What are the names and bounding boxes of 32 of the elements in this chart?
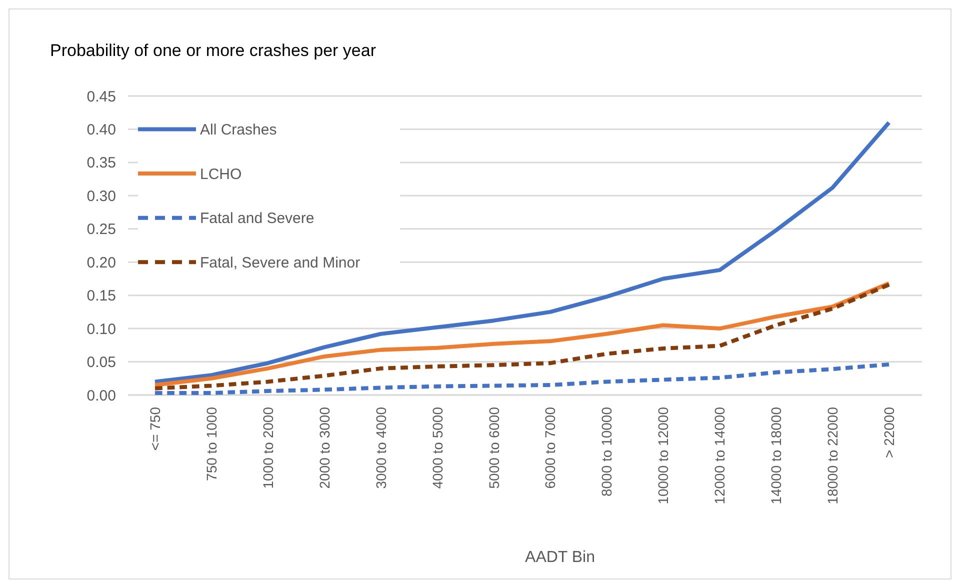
x-axis-title: AADT Bin bbox=[525, 549, 595, 566]
x-tick-label: 2000 to 3000 bbox=[316, 406, 332, 489]
legend-label: Fatal and Severe bbox=[200, 210, 314, 228]
y-tick-label: 0.15 bbox=[86, 288, 116, 305]
line-series bbox=[153, 120, 891, 384]
x-tick-label: 5000 to 6000 bbox=[486, 406, 502, 489]
line-series bbox=[153, 362, 891, 396]
legend-label: Fatal, Severe and Minor bbox=[200, 254, 360, 272]
y-tick-label: 0.10 bbox=[86, 320, 116, 338]
x-tick-label: 10000 to 12000 bbox=[655, 406, 672, 504]
y-tick-label: 0.45 bbox=[86, 88, 116, 106]
chart-title: Probability of one or more crashes per year bbox=[50, 41, 376, 60]
legend-label: LCHO bbox=[200, 166, 242, 183]
x-tick-label: 18000 to 22000 bbox=[824, 406, 841, 504]
x-tick-label: 6000 to 7000 bbox=[542, 406, 558, 489]
y-tick-label: 0.20 bbox=[86, 254, 116, 272]
x-tick-label: > 22000 bbox=[881, 406, 897, 458]
x-tick-label: 12000 to 14000 bbox=[712, 406, 728, 504]
y-tick-label: 0.05 bbox=[86, 354, 116, 372]
y-tick-label: 0.40 bbox=[86, 121, 116, 138]
x-tick-label: 3000 to 4000 bbox=[372, 406, 389, 489]
y-tick-label: 0.35 bbox=[86, 154, 116, 172]
legend-label: All Crashes bbox=[200, 121, 277, 138]
x-tick-label: 750 to 1000 bbox=[203, 406, 220, 481]
x-tick-label: 4000 to 5000 bbox=[429, 406, 446, 489]
x-tick-label: <= 750 bbox=[147, 406, 163, 451]
x-tick-label: 14000 to 18000 bbox=[768, 406, 784, 504]
y-tick-label: 0.00 bbox=[86, 387, 116, 404]
x-tick-label: 1000 to 2000 bbox=[260, 406, 276, 489]
y-tick-label: 0.30 bbox=[86, 188, 116, 205]
x-tick-label: 8000 to 10000 bbox=[598, 406, 615, 497]
y-tick-label: 0.25 bbox=[86, 221, 116, 238]
